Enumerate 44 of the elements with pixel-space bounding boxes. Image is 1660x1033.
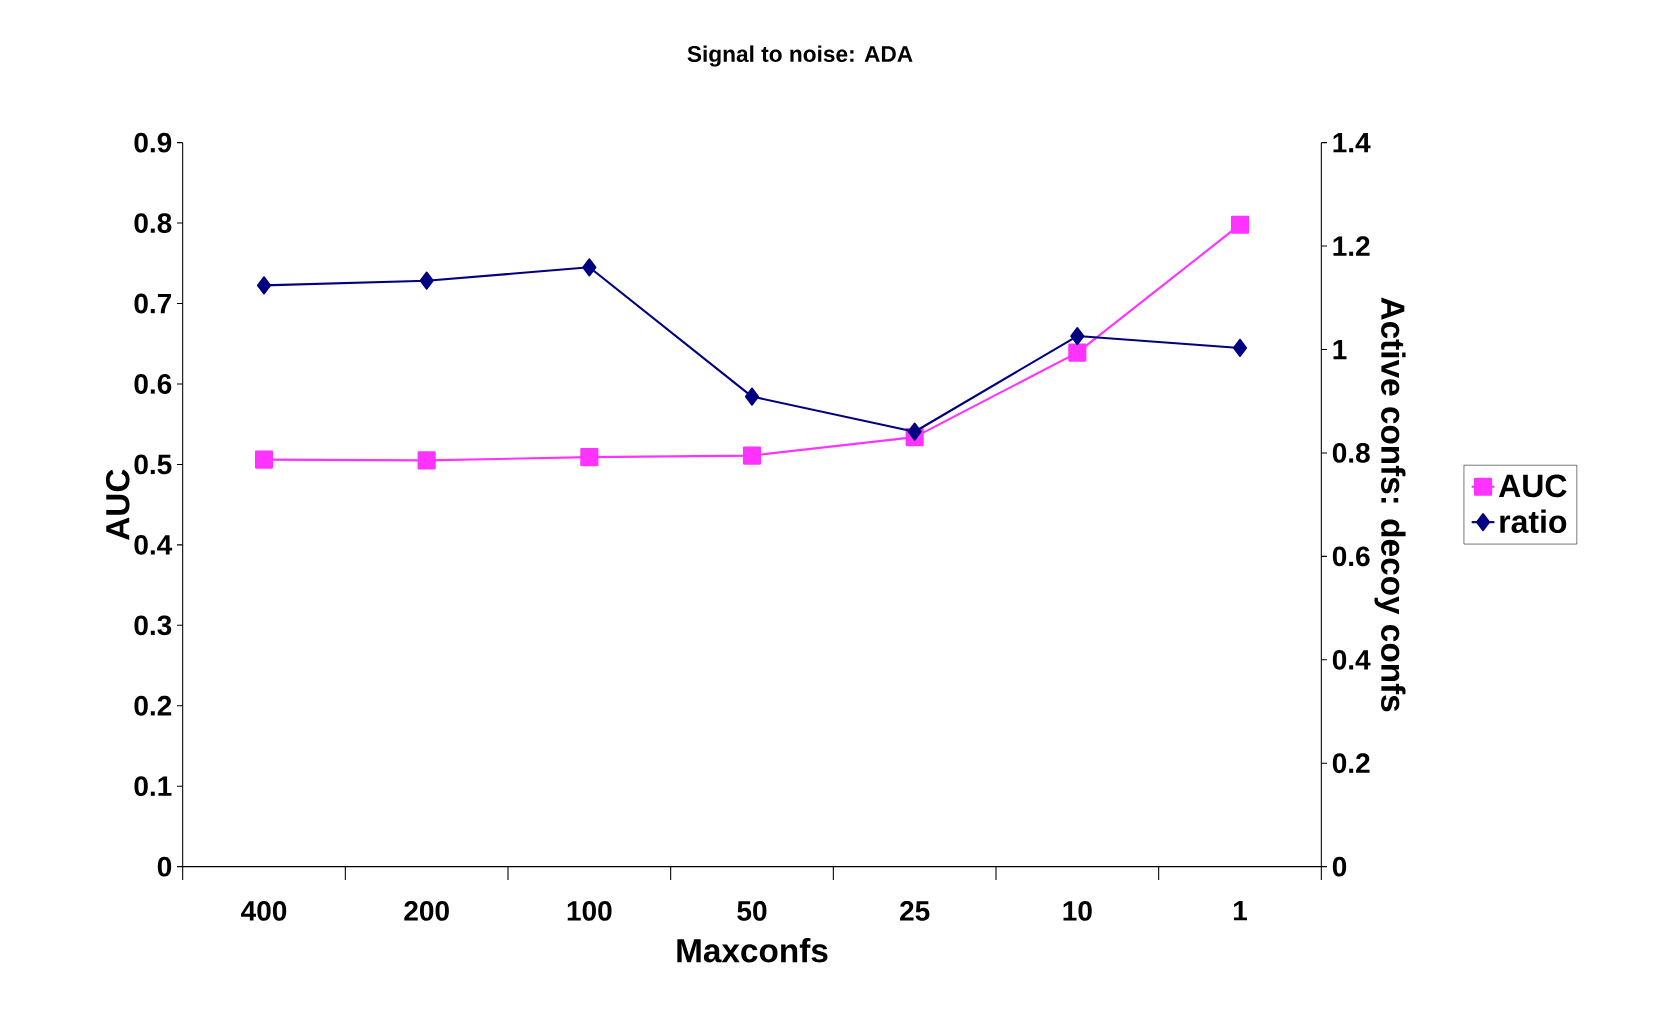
y2-tick-label: 0.4: [1332, 649, 1371, 670]
y2-tick-label: 1.2: [1333, 236, 1370, 256]
point: [419, 271, 434, 290]
x-tick-label: 100: [567, 900, 612, 921]
x-tick-label: 10: [1063, 900, 1092, 921]
x-tick-label: 50: [737, 900, 767, 921]
point: [744, 387, 760, 406]
x-tick-label: 1: [1233, 900, 1247, 921]
y-tick-label: 0.2: [134, 695, 172, 716]
y2-axis-title: Active confs: decoy confs: [1374, 297, 1406, 712]
y-axis-title: AUC: [105, 469, 130, 540]
y-tick-label: 0.3: [134, 615, 172, 636]
x-tick-label: 200: [404, 900, 449, 921]
y2-tick-label: 0.2: [1332, 753, 1370, 773]
point: [582, 258, 597, 277]
point: [256, 276, 272, 295]
y2-tick-label: 1: [1333, 339, 1347, 359]
y-tick-label: 0.1: [134, 776, 172, 796]
point: [1070, 326, 1085, 345]
y-tick-label: 0.7: [134, 293, 172, 314]
y-tick-label: 0.4: [134, 534, 173, 555]
x-tick-label: 25: [900, 900, 930, 921]
y2-tick-label: 0: [1332, 856, 1347, 877]
y-tick-label: 0.9: [134, 132, 172, 153]
y2-tick-label: 1.4: [1333, 132, 1371, 153]
y2-tick-label: 0.6: [1332, 546, 1370, 567]
x-tick-label: 400: [241, 900, 287, 921]
y-tick-label: 0.5: [134, 454, 172, 475]
point: [1232, 338, 1248, 357]
point: [1230, 215, 1250, 234]
y-tick-label: 0: [157, 856, 172, 877]
x-axis-title: Maxconfs: [677, 937, 828, 963]
point: [417, 451, 436, 470]
y-tick-label: 0.8: [134, 213, 172, 233]
point: [580, 447, 599, 467]
legend-label: AUC: [1498, 474, 1567, 498]
y-tick-label: 0.6: [134, 373, 172, 394]
y2-tick-label: 0.8: [1332, 442, 1370, 463]
legend-label: ratio: [1500, 509, 1567, 533]
chart-title: Signal to noise: ADA: [687, 45, 913, 67]
point: [1068, 343, 1087, 362]
point: [907, 422, 922, 441]
point: [742, 446, 762, 465]
point: [254, 450, 274, 469]
